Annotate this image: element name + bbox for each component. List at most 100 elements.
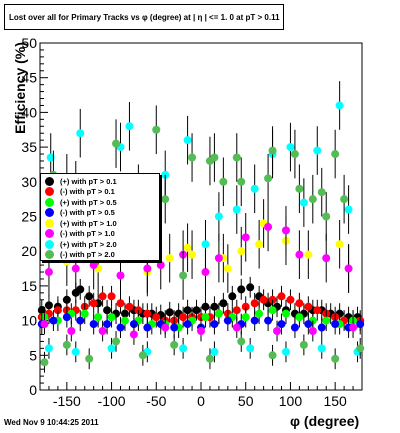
legend-marker (45, 239, 54, 249)
legend-marker (45, 187, 54, 197)
data-point (255, 309, 264, 318)
data-point (143, 264, 152, 273)
data-point (268, 351, 277, 360)
data-point (281, 226, 290, 235)
y-tick-label: 15 (21, 278, 37, 294)
data-point (85, 354, 94, 363)
data-point (356, 320, 365, 329)
y-tick-label: 20 (21, 243, 37, 259)
data-point (331, 320, 340, 329)
data-point (62, 340, 71, 349)
data-point (313, 306, 322, 315)
data-point (250, 299, 259, 308)
x-tick-label: -150 (53, 393, 81, 409)
data-point (295, 250, 304, 259)
data-point (165, 308, 174, 317)
legend-marker (45, 250, 54, 260)
data-point (201, 240, 210, 249)
legend-marker (45, 218, 54, 228)
data-point (259, 295, 268, 304)
x-tick-label: 0 (197, 393, 205, 409)
x-tick-label: 150 (323, 393, 347, 409)
data-point (295, 313, 304, 322)
data-point (246, 344, 255, 353)
data-point (223, 316, 232, 325)
data-point (46, 153, 55, 162)
data-point (313, 146, 322, 155)
legend-label: (-) with pT > 0.1 (60, 187, 115, 197)
data-point (237, 177, 246, 186)
data-point (317, 323, 326, 332)
data-point (44, 268, 53, 277)
legend: (+) with pT > 0.1 (-) with pT > 0.1 (+) wi… (40, 173, 160, 261)
data-point (103, 306, 112, 315)
data-point (71, 347, 80, 356)
data-point (281, 347, 290, 356)
data-point (80, 309, 89, 318)
data-point (201, 268, 210, 277)
data-point (49, 316, 58, 325)
data-point (273, 327, 282, 336)
data-point (295, 299, 304, 308)
y-tick-label: 25 (21, 209, 37, 225)
data-point (103, 320, 112, 329)
data-point (214, 254, 223, 263)
data-point (308, 327, 317, 336)
data-point (67, 327, 76, 336)
data-point (281, 309, 290, 318)
legend-label: (-) with pT > 2.0 (60, 250, 115, 260)
data-point (71, 264, 80, 273)
data-point (125, 302, 134, 311)
data-point (116, 299, 125, 308)
data-point (40, 320, 49, 329)
data-point (237, 285, 246, 294)
data-point (255, 240, 264, 249)
data-point (286, 295, 295, 304)
x-axis-label: φ (degree) (290, 413, 360, 429)
data-point (179, 344, 188, 353)
legend-entry: (+) with pT > 0.1 (41, 176, 159, 187)
legend-marker (45, 229, 54, 239)
data-point (232, 153, 241, 162)
y-tick-label: 10 (21, 313, 37, 329)
data-point (299, 340, 308, 349)
data-point (62, 313, 71, 322)
data-point (76, 285, 85, 294)
data-point (107, 344, 116, 353)
legend-marker (45, 197, 54, 207)
data-point (349, 323, 358, 332)
data-point (143, 323, 152, 332)
data-point (120, 316, 129, 325)
data-point (98, 327, 107, 336)
legend-entry: (-) with pT > 1.0 (41, 229, 159, 240)
data-point (210, 320, 219, 329)
legend-label: (-) with pT > 0.5 (60, 208, 115, 218)
data-point (317, 344, 326, 353)
data-point (277, 292, 286, 301)
legend-label: (+) with pT > 0.1 (60, 176, 117, 186)
data-point (192, 306, 201, 315)
data-point (170, 323, 179, 332)
data-point (322, 254, 331, 263)
data-point (210, 302, 219, 311)
x-tick-label: 100 (279, 393, 303, 409)
data-point (237, 337, 246, 346)
data-point (214, 212, 223, 221)
data-point (250, 184, 259, 193)
data-point (223, 264, 232, 273)
data-point (89, 320, 98, 329)
data-point (264, 174, 273, 183)
data-point (295, 184, 304, 193)
data-point (98, 292, 107, 301)
data-point (344, 264, 353, 273)
data-point (112, 337, 121, 346)
data-point (232, 323, 241, 332)
data-point (322, 212, 331, 221)
data-point (161, 195, 170, 204)
data-point (138, 351, 147, 360)
data-point (183, 320, 192, 329)
data-point (179, 313, 188, 322)
data-point (237, 247, 246, 256)
data-point (290, 150, 299, 159)
